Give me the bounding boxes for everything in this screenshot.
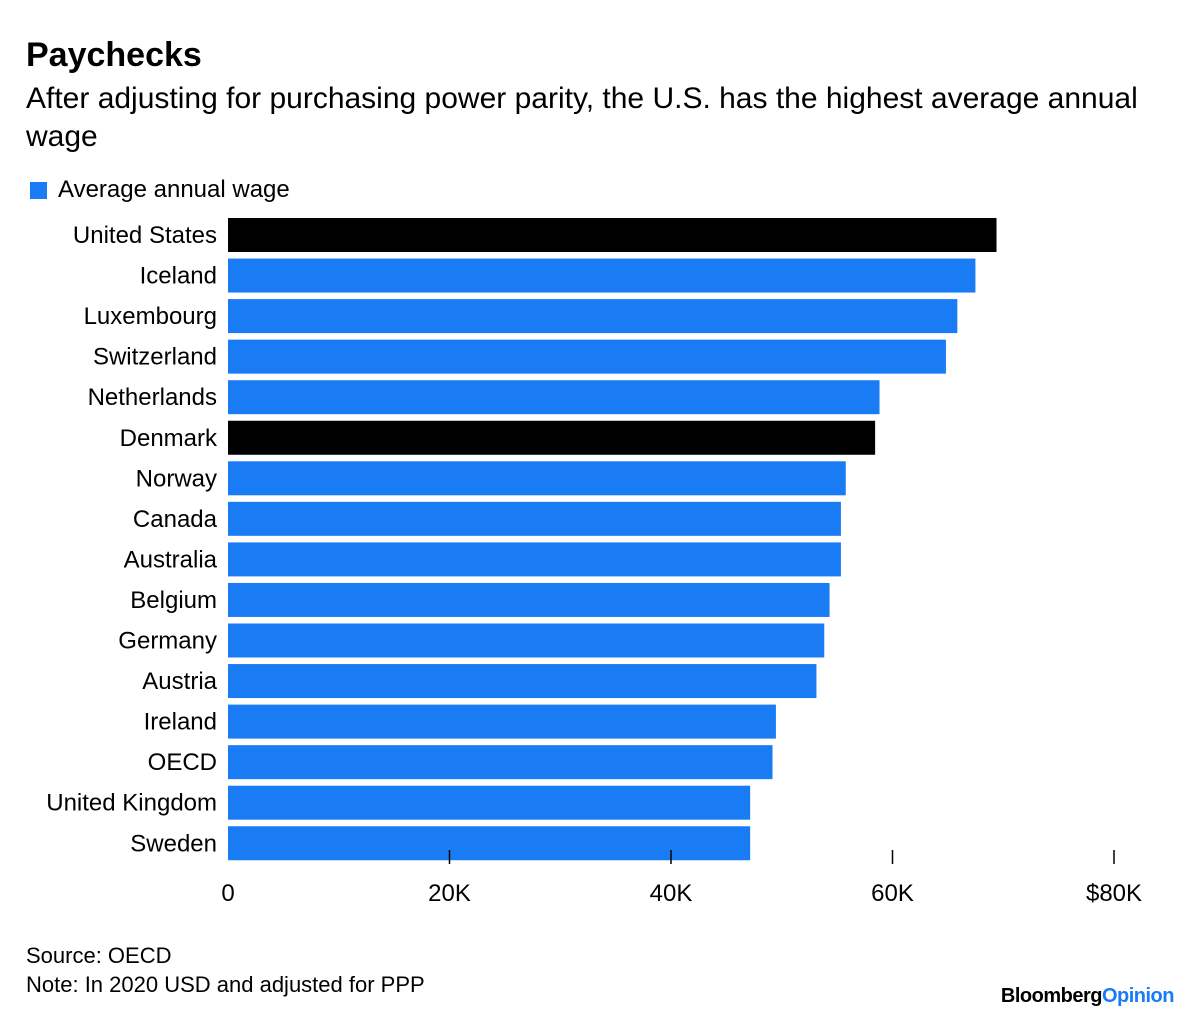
legend-label: Average annual wage (58, 176, 290, 203)
category-label-norway: Norway (136, 465, 217, 492)
category-label-ireland: Ireland (144, 709, 217, 736)
bar-norway (228, 461, 846, 496)
bar-united-kingdom (228, 785, 751, 820)
brand-part1: Bloomberg (1000, 985, 1103, 1007)
bar-oecd (228, 745, 773, 780)
chart-subtitle: After adjusting for purchasing power par… (26, 82, 1138, 153)
footer: Source: OECD Note: In 2020 USD and adjus… (26, 941, 425, 999)
category-label-denmark: Denmark (120, 425, 218, 452)
category-label-canada: Canada (133, 506, 218, 533)
bar-ireland (228, 704, 776, 739)
bar-luxembourg (228, 299, 958, 334)
bar-australia (228, 542, 841, 577)
bar-chart: United States Iceland Luxembourg Switzerlan… (46, 218, 1142, 907)
bar-iceland (228, 258, 976, 293)
category-label-sweden: Sweden (130, 830, 217, 857)
category-label-united-kingdom: United Kingdom (46, 790, 217, 817)
category-label-belgium: Belgium (130, 587, 217, 614)
bar-switzerland (228, 339, 946, 374)
x-tick-label: 0 (221, 880, 234, 907)
brand-logo: BloombergOpinion (1000, 985, 1175, 1008)
legend: Average annual wage (30, 176, 290, 204)
x-tick-label: 40K (650, 880, 693, 907)
bar-denmark (228, 420, 876, 455)
x-tick-label: $80K (1086, 880, 1142, 907)
category-label-switzerland: Switzerland (93, 344, 217, 371)
x-tick-label: 60K (871, 880, 914, 907)
chart-title: Paychecks (26, 36, 202, 74)
category-label-germany: Germany (118, 628, 217, 655)
category-label-netherlands: Netherlands (88, 384, 217, 411)
bar-canada (228, 501, 841, 536)
category-label-united-states: United States (73, 222, 217, 249)
source-note: Source: OECD (26, 943, 172, 968)
brand-part2: Opinion (1101, 985, 1175, 1007)
category-label-austria: Austria (142, 668, 217, 695)
category-label-luxembourg: Luxembourg (84, 303, 217, 330)
category-label-iceland: Iceland (140, 263, 217, 290)
units-note: Note: In 2020 USD and adjusted for PPP (26, 972, 425, 997)
bar-netherlands (228, 380, 880, 415)
x-tick-label: 20K (428, 880, 471, 907)
legend-swatch (30, 181, 47, 199)
bar-austria (228, 664, 817, 699)
category-label-oecd: OECD (148, 749, 217, 776)
bar-united-states (228, 218, 997, 252)
bar-sweden (228, 826, 751, 861)
bar-belgium (228, 582, 830, 617)
category-label-australia: Australia (124, 546, 218, 573)
bar-germany (228, 623, 825, 658)
